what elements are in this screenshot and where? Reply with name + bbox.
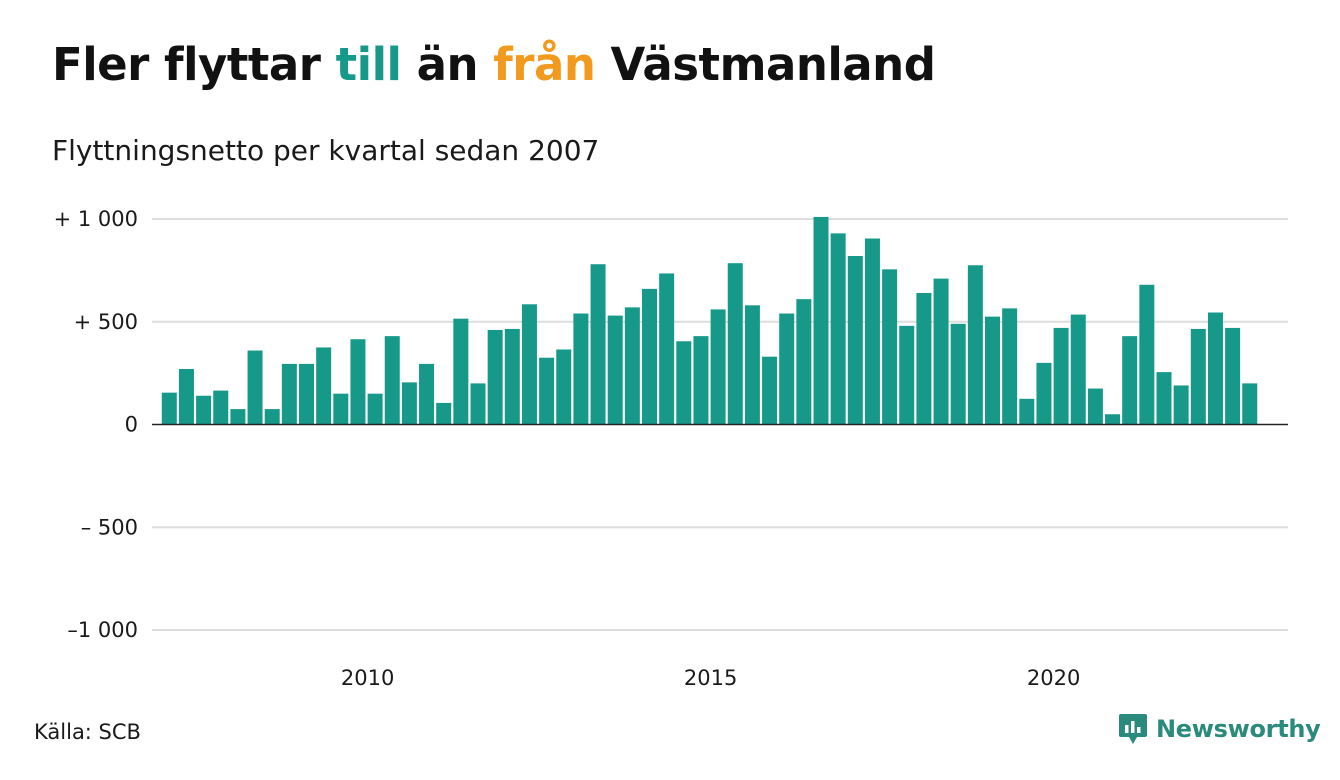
bar: [933, 278, 949, 425]
bar: [1190, 328, 1206, 425]
bar: [1070, 314, 1086, 425]
bar: [830, 233, 846, 425]
bar: [624, 307, 640, 425]
bar: [1019, 398, 1035, 425]
bar-chart: + 1 000 + 500 0 – 500 –1 000 2010 2015 2020: [54, 207, 1288, 690]
bar: [1225, 327, 1241, 425]
bar: [419, 363, 435, 425]
bar: [882, 269, 898, 425]
bars: [161, 216, 1258, 425]
bar: [762, 356, 778, 425]
y-tick-label: + 1 000: [54, 207, 138, 231]
bar: [401, 382, 417, 425]
bar: [813, 216, 829, 425]
y-tick-label: –1 000: [67, 618, 138, 642]
bar: [487, 329, 503, 425]
bar: [230, 409, 246, 425]
bar: [950, 323, 966, 425]
bar: [1156, 372, 1172, 425]
bar: [796, 299, 812, 425]
bar: [1002, 308, 1018, 425]
x-tick-label: 2020: [1027, 666, 1080, 690]
bar: [710, 309, 726, 425]
bar: [556, 349, 572, 425]
y-tick-label: 0: [125, 413, 138, 437]
bar: [453, 318, 469, 425]
bar: [436, 402, 452, 425]
bar: [281, 363, 297, 425]
bar: [1036, 362, 1052, 425]
chart-title: Fler flyttar till än från Västmanland: [52, 38, 936, 92]
bar: [573, 313, 589, 425]
chart-subtitle: Flyttningsnetto per kvartal sedan 2007: [52, 134, 600, 167]
bar: [316, 347, 332, 425]
bar: [1053, 327, 1069, 425]
y-axis-labels: + 1 000 + 500 0 – 500 –1 000: [54, 207, 138, 642]
bar: [1122, 336, 1138, 425]
bar: [1173, 385, 1189, 425]
bar: [504, 328, 520, 425]
brand-name: Newsworthy: [1156, 715, 1321, 743]
title-part-1: Fler flyttar: [52, 38, 336, 91]
x-axis-labels: 2010 2015 2020: [341, 666, 1080, 690]
bar: [367, 393, 383, 425]
y-tick-label: + 500: [74, 310, 138, 334]
bar: [676, 341, 692, 425]
bar: [1242, 383, 1258, 425]
bar: [916, 292, 932, 425]
title-highlight-fran: från: [493, 38, 596, 91]
bar: [607, 315, 623, 425]
bar: [693, 336, 709, 425]
bar: [642, 288, 657, 425]
bar: [350, 339, 366, 425]
bar: [264, 409, 280, 425]
bar: [744, 305, 760, 425]
y-tick-label: – 500: [81, 515, 138, 539]
bar: [899, 325, 915, 425]
x-tick-label: 2015: [684, 666, 737, 690]
brand-logo: Newsworthy: [1118, 712, 1321, 746]
bar: [847, 255, 863, 425]
bar: [299, 363, 314, 425]
bar: [247, 350, 263, 425]
bar: [985, 316, 1000, 425]
bar: [864, 238, 880, 425]
title-part-3: än: [401, 38, 494, 91]
bar: [213, 390, 229, 425]
bar: [470, 383, 486, 425]
bar: [1087, 388, 1103, 425]
bar: [178, 369, 194, 425]
bar: [521, 304, 537, 425]
bar: [727, 263, 743, 425]
bar: [1105, 414, 1121, 425]
title-part-5: Västmanland: [595, 38, 936, 91]
bar: [539, 357, 555, 425]
bar: [779, 313, 795, 425]
bar: [196, 395, 212, 425]
bar: [333, 393, 349, 425]
source-note: Källa: SCB: [34, 720, 141, 744]
bar: [967, 265, 983, 425]
newsworthy-logo-icon: [1119, 714, 1147, 744]
bar: [1139, 284, 1155, 425]
bar: [659, 273, 675, 425]
title-highlight-till: till: [335, 38, 402, 91]
bar: [384, 336, 400, 425]
bar: [161, 392, 177, 425]
bar: [590, 264, 606, 425]
bar: [1207, 312, 1223, 425]
x-tick-label: 2010: [341, 666, 394, 690]
